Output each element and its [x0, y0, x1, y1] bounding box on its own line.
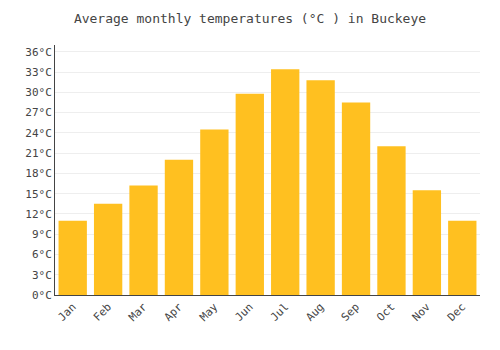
svg-text:9°C: 9°C — [32, 228, 52, 241]
svg-text:36°C: 36°C — [25, 46, 52, 59]
svg-text:Average monthly temperatures (: Average monthly temperatures (°C ) in Bu… — [74, 11, 426, 26]
svg-text:Feb: Feb — [91, 301, 114, 324]
svg-text:Apr: Apr — [162, 300, 186, 324]
svg-text:Mar: Mar — [126, 300, 150, 324]
svg-text:Dec: Dec — [445, 301, 468, 324]
svg-text:3°C: 3°C — [32, 269, 52, 282]
svg-text:Sep: Sep — [339, 301, 362, 324]
svg-text:15°C: 15°C — [25, 188, 52, 201]
svg-text:Nov: Nov — [410, 300, 434, 324]
svg-text:Jun: Jun — [233, 301, 256, 324]
svg-text:24°C: 24°C — [25, 127, 52, 140]
svg-text:18°C: 18°C — [25, 167, 52, 180]
svg-text:30°C: 30°C — [25, 86, 52, 99]
svg-text:Aug: Aug — [303, 301, 326, 324]
svg-text:Oct: Oct — [374, 301, 397, 324]
svg-text:0°C: 0°C — [32, 289, 52, 302]
svg-text:May: May — [197, 300, 221, 324]
svg-text:Jul: Jul — [268, 301, 291, 324]
svg-text:6°C: 6°C — [32, 248, 52, 261]
svg-text:12°C: 12°C — [25, 208, 52, 221]
svg-text:Jan: Jan — [55, 301, 78, 324]
svg-text:27°C: 27°C — [25, 106, 52, 119]
svg-text:21°C: 21°C — [25, 147, 52, 160]
svg-text:33°C: 33°C — [25, 66, 52, 79]
